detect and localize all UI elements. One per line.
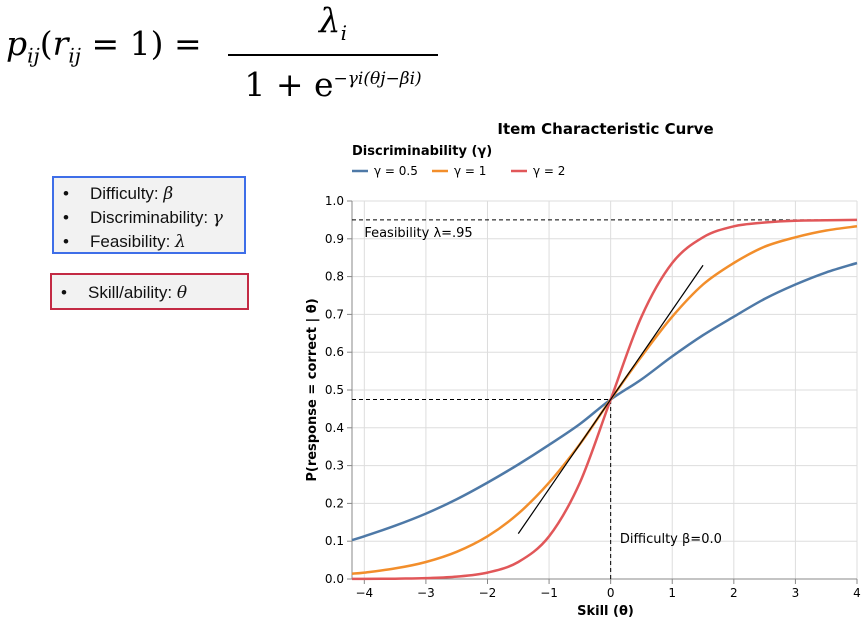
param-symbol: θ xyxy=(176,283,188,303)
ability-box: Skill/ability: θ xyxy=(50,273,249,310)
x-tick-label: 4 xyxy=(853,586,861,600)
formula-lambda: λ xyxy=(319,1,341,41)
formula-r: r xyxy=(52,24,69,63)
param-feasibility: Feasibility: λ xyxy=(54,230,244,254)
series-line xyxy=(352,218,858,581)
x-tick-label: 3 xyxy=(792,586,800,600)
x-tick-label: −3 xyxy=(417,586,435,600)
x-tick-label: 2 xyxy=(730,586,738,600)
chart-title: Item Characteristic Curve xyxy=(497,120,713,138)
param-difficulty: Difficulty: β xyxy=(54,182,244,206)
item-parameters-box: Difficulty: β Discriminability: γ Feasib… xyxy=(52,176,246,254)
formula-r-sub: ij xyxy=(68,43,81,68)
irt-formula: pij(rij = 1) = λi 1 + e−γi(θj−βi) xyxy=(6,2,446,103)
legend-label: γ = 1 xyxy=(454,164,486,178)
x-axis-title: Skill (θ) xyxy=(577,604,634,619)
formula-den-exp: −γi(θj−βi) xyxy=(333,68,422,89)
formula-p-sub: ij xyxy=(27,43,40,68)
formula-denominator: 1 + e−γi(θj−βi) xyxy=(228,60,438,104)
tangent-line xyxy=(517,264,704,534)
y-tick-label: 0.3 xyxy=(325,459,344,473)
icc-chart: Item Characteristic Curve Discriminabilit… xyxy=(305,120,861,619)
y-tick-label: 0.6 xyxy=(325,345,344,359)
legend-label: γ = 0.5 xyxy=(374,164,418,178)
y-tick-label: 0.7 xyxy=(325,307,344,321)
x-tick-label: 1 xyxy=(668,586,676,600)
x-tick-label: 0 xyxy=(607,586,615,600)
y-tick-label: 0.5 xyxy=(325,383,344,397)
formula-fraction: λi 1 + e−γi(θj−βi) xyxy=(228,2,438,104)
y-tick-label: 0.0 xyxy=(325,572,344,586)
param-symbol: β xyxy=(163,184,174,204)
formula-numerator: λi xyxy=(228,2,438,52)
y-tick-label: 0.2 xyxy=(325,496,344,510)
y-tick-label: 0.9 xyxy=(325,232,344,246)
param-discriminability: Discriminability: γ xyxy=(54,206,244,230)
param-symbol: λ xyxy=(175,232,186,252)
formula-den-base: 1 + e xyxy=(244,64,334,104)
y-tick-label: 0.8 xyxy=(325,270,344,284)
formula-equals: = 1) = xyxy=(81,24,202,63)
param-label: Discriminability: xyxy=(90,208,213,227)
fraction-bar xyxy=(228,53,438,56)
y-axis-title: P(response = correct | θ) xyxy=(305,298,320,481)
annotation-label: Difficulty β=0.0 xyxy=(620,532,722,547)
x-tick-label: −2 xyxy=(479,586,497,600)
formula-p: p xyxy=(6,24,28,63)
param-label: Difficulty: xyxy=(90,184,164,203)
legend-label: γ = 2 xyxy=(533,164,565,178)
x-tick-label: −4 xyxy=(355,586,373,600)
formula-lhs: pij(rij = 1) = xyxy=(6,24,202,68)
annotation-label: Feasibility λ=.95 xyxy=(364,226,472,241)
param-label: Skill/ability: xyxy=(88,283,177,302)
formula-lambda-sub: i xyxy=(340,20,347,45)
y-tick-label: 1.0 xyxy=(325,194,344,208)
param-label: Feasibility: xyxy=(90,232,176,251)
param-skill: Skill/ability: θ xyxy=(52,281,247,305)
y-tick-label: 0.4 xyxy=(325,421,344,435)
series-line xyxy=(351,225,858,575)
x-tick-label: −1 xyxy=(540,586,558,600)
legend-title: Discriminability (γ) xyxy=(352,144,492,159)
y-tick-label: 0.1 xyxy=(325,534,344,548)
param-symbol: γ xyxy=(212,208,223,228)
series-line xyxy=(351,261,858,542)
